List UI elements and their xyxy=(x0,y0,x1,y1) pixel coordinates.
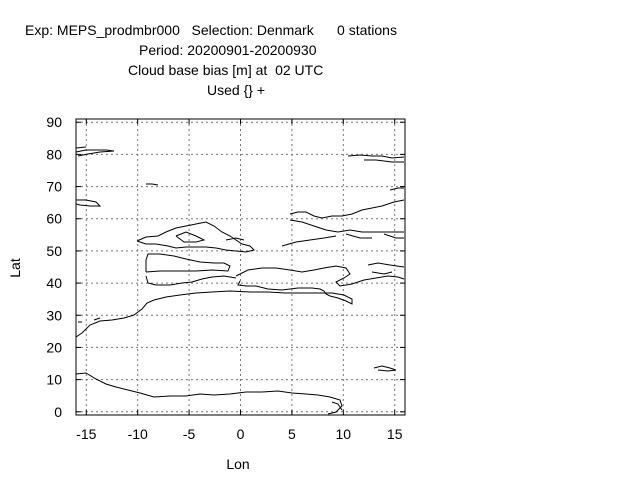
coastline-iberia xyxy=(145,253,237,286)
x-axis-title: Lon xyxy=(226,456,249,472)
coastline-iceland xyxy=(75,199,102,207)
y-tick-label: 70 xyxy=(46,179,62,195)
y-axis-title: Lat xyxy=(7,258,23,278)
axes-border xyxy=(75,118,406,416)
y-tick-labels: 0 10 20 30 40 50 60 70 80 90 xyxy=(46,114,62,420)
x-tick-label: 5 xyxy=(288,426,296,442)
y-tick-label: 50 xyxy=(46,243,62,259)
coastline-british-isles xyxy=(136,221,255,253)
x-tick-label: -5 xyxy=(183,426,196,442)
x-tick-label: -10 xyxy=(128,426,148,442)
y-tick-label: 90 xyxy=(46,114,62,130)
parameter-title: Cloud base bias [m] at 02 UTC xyxy=(128,62,324,78)
x-tick-label: 15 xyxy=(387,426,403,442)
coastline-guinea-coast xyxy=(75,372,343,415)
y-tick-label: 30 xyxy=(46,307,62,323)
grid-lines xyxy=(76,119,405,415)
coastline-south-east xyxy=(331,401,343,411)
x-tick-label: 0 xyxy=(237,426,245,442)
y-tick-label: 10 xyxy=(46,372,62,388)
experiment-selection-title: Exp: MEPS_prodmbr000 Selection: Denmark … xyxy=(25,22,397,38)
period-title: Period: 20200901-20200930 xyxy=(139,42,317,58)
coastline-arctic-east xyxy=(347,154,405,191)
coastline-small-islands xyxy=(78,317,397,372)
x-tick-labels: -15 -10 -5 0 5 10 15 xyxy=(76,426,403,442)
plot-frame xyxy=(75,118,406,416)
coastline-scandinavia xyxy=(281,199,405,247)
y-tick-label: 40 xyxy=(46,275,62,291)
coastline-mediterranean-north xyxy=(235,262,405,287)
coastline-svalbard xyxy=(75,146,115,157)
coastline-jan-mayen xyxy=(146,183,159,186)
y-tick-label: 0 xyxy=(54,404,62,420)
used-legend-title: Used {} + xyxy=(207,82,265,98)
y-tick-label: 80 xyxy=(46,146,62,162)
x-tick-label: -15 xyxy=(76,426,96,442)
y-tick-label: 20 xyxy=(46,339,62,355)
coastlines xyxy=(75,146,405,415)
x-tick-label: 10 xyxy=(336,426,352,442)
coastline-africa-north xyxy=(75,280,353,338)
y-tick-label: 60 xyxy=(46,211,62,227)
